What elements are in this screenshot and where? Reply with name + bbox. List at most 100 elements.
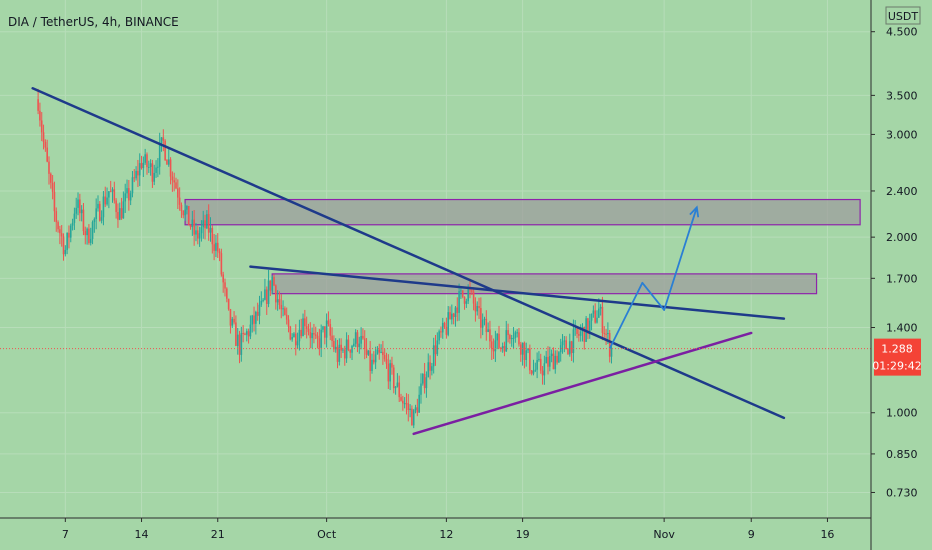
candle-body [231,318,234,326]
candle-body [567,349,569,355]
candle-body [244,333,246,335]
candle-body [189,225,192,228]
trendline [31,86,786,420]
candle-body [198,233,201,239]
candle-body [106,197,108,205]
candle-body [48,161,50,174]
candle-body [235,322,237,346]
candle-body [144,154,146,163]
candle-body [280,304,283,310]
candle-body [394,386,397,389]
candle-body [452,313,455,317]
candle-body [117,212,119,220]
candle-body [95,208,97,219]
candle-body [64,249,67,255]
candle-body [175,182,177,189]
candle-body [441,322,444,333]
chart-title: DIA / TetherUS, 4h, BINANCE [8,15,179,29]
candle-body [322,326,324,330]
candle-body [334,346,337,350]
candle-body [492,349,495,352]
candle-body [167,159,170,165]
candle-body [518,332,520,345]
candle-body [318,338,321,348]
candle-body [55,211,58,223]
candle-body [590,313,593,321]
candle-body [353,343,355,346]
candle-body [291,337,293,340]
candle-body [91,222,94,239]
candle-body [539,358,542,371]
candle-body [146,154,148,168]
candle-body [463,296,466,304]
candle-body [465,301,468,304]
candle-body [409,408,411,410]
candle-body [215,242,217,251]
price-axis[interactable]: 5.5004.5003.5003.0002.4002.0001.7001.400… [871,0,918,499]
x-tick-label: 12 [439,528,453,541]
candle-body [138,163,141,176]
candle-body [242,332,244,334]
candle-body [155,167,157,173]
candle-body [77,199,79,208]
y-tick-label: 4.500 [886,26,918,39]
candle-body [541,370,544,376]
candle-body [340,344,342,351]
candle-body [389,363,391,382]
candle-body [356,332,359,348]
candle-body [173,180,175,183]
candle-body [516,332,518,334]
time-axis[interactable]: 7 14 21 Oct 12 19 Nov 9 16 [62,518,835,541]
candle-body [565,340,567,350]
candle-body [414,407,417,411]
candle-body [57,222,59,230]
candle-body [207,214,210,233]
x-tick-label: Nov [653,528,675,541]
candle-body [39,110,41,121]
candle-body [149,163,152,167]
candle-body [271,276,273,291]
candle-body [220,253,223,275]
y-tick-label: 3.000 [886,128,918,141]
candle-body [601,306,604,333]
candle-body [82,209,85,232]
candle-body [42,132,45,143]
trendlines [31,86,786,436]
candle-body [418,394,420,413]
candle-body [314,334,317,336]
candle-body [140,163,143,169]
candle-body [111,189,114,192]
currency-badge[interactable]: USDT [885,6,921,25]
candle-body [296,341,299,346]
candle-body [69,225,72,238]
candle-body [454,307,457,317]
candle-body [434,345,437,355]
candle-body [93,218,96,223]
candle-body [610,347,613,357]
candle-body [124,193,127,202]
candle-body [447,312,450,335]
candle-body [608,333,611,357]
candle-body [238,334,241,355]
candle-body [451,313,453,320]
candle-body [568,341,571,355]
candle-body [191,219,194,228]
candle-body [260,300,263,305]
candle-body [354,332,357,344]
candle-body [460,290,462,292]
x-tick-label: 21 [211,528,225,541]
candle-body [545,356,547,364]
x-tick-label: 14 [135,528,149,541]
candle-body [396,382,399,387]
candle-body [216,242,219,252]
candle-body [478,306,480,309]
candle-body [258,304,261,316]
candle-body [169,159,172,177]
candle-body [373,359,375,363]
candle-body [578,333,580,336]
candle-body [509,335,511,340]
candle-body [412,410,415,426]
candle-body [383,355,386,360]
candle-body [304,318,306,327]
